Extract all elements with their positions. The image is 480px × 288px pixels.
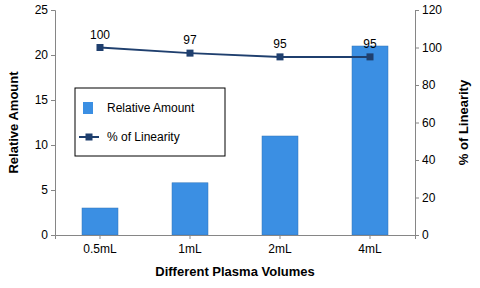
x-tick: 2mL <box>268 235 292 256</box>
y2-tick: 40 <box>415 153 436 167</box>
tick-label: 4mL <box>358 242 382 256</box>
x-axis-title: Different Plasma Volumes <box>155 264 314 279</box>
tick-label: 1mL <box>178 242 202 256</box>
y2-tick: 20 <box>415 191 436 205</box>
y2-axis-title: % of Linearity <box>456 79 471 165</box>
tick-mark <box>280 235 281 239</box>
x-tick: 0.5mL <box>83 235 117 256</box>
tick-label: 15 <box>35 93 49 107</box>
tick-mark <box>51 100 55 101</box>
axis-line <box>416 11 420 236</box>
line <box>100 48 370 57</box>
data-label: 95 <box>273 37 287 51</box>
bar <box>262 136 298 235</box>
tick-mark <box>51 145 55 146</box>
tick-label: 20 <box>35 48 49 62</box>
tick-mark <box>415 85 419 86</box>
axis-line <box>51 11 56 236</box>
plot-area <box>82 44 388 235</box>
tick-label: 0.5mL <box>83 242 117 256</box>
tick-label: 25 <box>35 3 49 17</box>
tick-mark <box>415 48 419 49</box>
y2-tick: 60 <box>415 116 436 130</box>
bar <box>352 46 388 235</box>
tick-mark <box>190 235 191 239</box>
marker <box>187 50 194 57</box>
legend-marker <box>86 134 93 141</box>
legend: Relative Amount % of Linearity <box>75 88 225 156</box>
x-axis: 0.5mL 1mL 2mL 4mL <box>56 235 416 256</box>
tick-label: 2mL <box>268 242 292 256</box>
y2-axis: 0 20 40 60 80 100 120 <box>415 3 442 242</box>
bar <box>172 183 208 235</box>
tick-mark <box>415 198 419 199</box>
legend-label: % of Linearity <box>107 130 180 144</box>
tick-mark <box>415 123 419 124</box>
y-tick: 10 <box>35 138 55 152</box>
bar <box>82 208 118 235</box>
tick-label: 60 <box>422 116 436 130</box>
tick-mark <box>415 160 419 161</box>
data-labels: 100 97 95 95 <box>90 28 377 51</box>
data-label: 97 <box>183 33 197 47</box>
marker <box>277 53 284 60</box>
y-axis-title: Relative Amount <box>6 71 21 174</box>
legend-box <box>75 88 225 156</box>
data-label: 95 <box>363 37 377 51</box>
tick-mark <box>100 235 101 239</box>
chart: 100 97 95 95 0 5 10 15 20 25 0 20 40 60 80 100 120 0.5mL 1… <box>0 0 480 288</box>
axis-line <box>56 236 416 240</box>
tick-label: 80 <box>422 78 436 92</box>
legend-swatch <box>83 102 93 114</box>
y-tick: 0 <box>41 228 55 242</box>
data-label: 100 <box>90 28 110 42</box>
y2-tick: 120 <box>415 3 442 17</box>
y-tick: 5 <box>41 183 55 197</box>
tick-label: 0 <box>41 228 48 242</box>
tick-mark <box>370 235 371 239</box>
tick-label: 10 <box>35 138 49 152</box>
tick-label: 20 <box>422 191 436 205</box>
y-tick: 15 <box>35 93 55 107</box>
y2-tick: 100 <box>415 41 442 55</box>
x-tick: 4mL <box>358 235 382 256</box>
tick-mark <box>51 190 55 191</box>
tick-mark <box>51 235 55 236</box>
x-tick: 1mL <box>178 235 202 256</box>
tick-label: 100 <box>422 41 442 55</box>
y-tick: 25 <box>35 3 55 17</box>
tick-label: 5 <box>41 183 48 197</box>
tick-mark <box>415 10 419 11</box>
tick-label: 120 <box>422 3 442 17</box>
y-tick: 20 <box>35 48 55 62</box>
tick-label: 0 <box>422 228 429 242</box>
marker <box>97 44 104 51</box>
y2-tick: 80 <box>415 78 436 92</box>
marker <box>367 53 374 60</box>
y-axis: 0 5 10 15 20 25 <box>35 3 56 242</box>
tick-mark <box>51 10 55 11</box>
tick-label: 40 <box>422 153 436 167</box>
tick-mark <box>51 55 55 56</box>
legend-label: Relative Amount <box>107 101 195 115</box>
y2-tick: 0 <box>415 228 429 242</box>
